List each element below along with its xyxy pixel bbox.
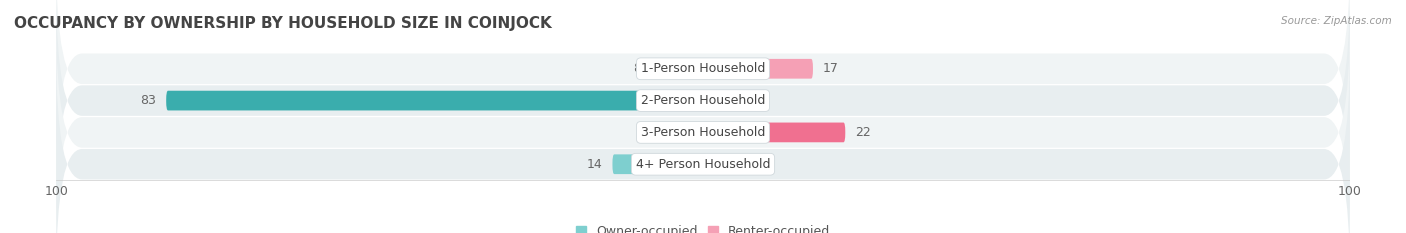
FancyBboxPatch shape [651, 59, 703, 79]
FancyBboxPatch shape [166, 91, 703, 110]
Text: 0: 0 [685, 126, 693, 139]
Text: Source: ZipAtlas.com: Source: ZipAtlas.com [1281, 16, 1392, 26]
Text: 8: 8 [634, 62, 641, 75]
Text: 83: 83 [141, 94, 156, 107]
Text: 14: 14 [586, 158, 603, 171]
FancyBboxPatch shape [703, 59, 813, 79]
Text: 0: 0 [713, 94, 721, 107]
FancyBboxPatch shape [56, 0, 1350, 181]
FancyBboxPatch shape [703, 123, 845, 142]
Text: 1-Person Household: 1-Person Household [641, 62, 765, 75]
Text: 3-Person Household: 3-Person Household [641, 126, 765, 139]
FancyBboxPatch shape [613, 154, 703, 174]
Text: 22: 22 [855, 126, 870, 139]
Legend: Owner-occupied, Renter-occupied: Owner-occupied, Renter-occupied [571, 220, 835, 233]
Text: OCCUPANCY BY OWNERSHIP BY HOUSEHOLD SIZE IN COINJOCK: OCCUPANCY BY OWNERSHIP BY HOUSEHOLD SIZE… [14, 16, 551, 31]
Text: 0: 0 [713, 158, 721, 171]
Text: 17: 17 [823, 62, 838, 75]
FancyBboxPatch shape [56, 0, 1350, 212]
Text: 2-Person Household: 2-Person Household [641, 94, 765, 107]
FancyBboxPatch shape [56, 52, 1350, 233]
FancyBboxPatch shape [56, 21, 1350, 233]
Text: 4+ Person Household: 4+ Person Household [636, 158, 770, 171]
